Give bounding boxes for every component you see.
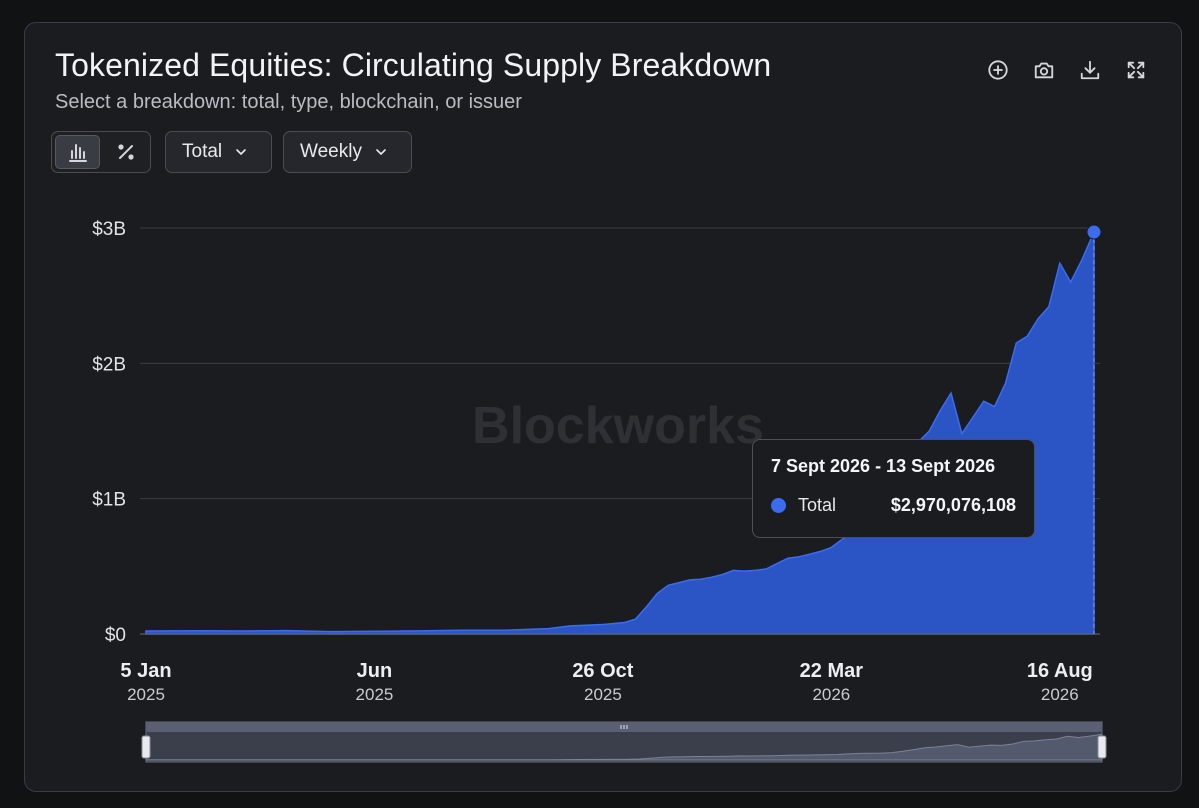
y-tick-label: $3B [92, 219, 126, 240]
tooltip-value: $2,970,076,108 [890, 495, 1016, 515]
x-tick-year: 2026 [812, 685, 850, 704]
x-tick-year: 2025 [356, 685, 394, 704]
tooltip-row: Total $2,970,076,108 [771, 495, 1016, 516]
x-axis: 5 Jan 2025 Jun 2025 26 Oct 2025 22 Mar 2026 16 A… [120, 660, 1092, 704]
x-tick-year: 2026 [1041, 685, 1079, 704]
tooltip-date-range: 7 Sept 2026 - 13 Sept 2026 [771, 456, 996, 476]
navigator-handle[interactable] [1097, 735, 1107, 759]
chart-mode-toggle [51, 131, 151, 173]
x-tick-label: 22 Mar [800, 660, 864, 682]
interval-dropdown[interactable]: Weekly [283, 131, 412, 173]
breakdown-dropdown-value: Total [182, 141, 223, 162]
chevron-down-icon [376, 149, 386, 155]
chevron-down-icon [236, 149, 246, 155]
bar-chart-icon[interactable] [55, 135, 100, 169]
x-tick-year: 2025 [127, 685, 165, 704]
y-tick-label: $0 [105, 625, 126, 646]
zoom-in-icon[interactable] [987, 59, 1009, 81]
watermark: Blockworks [472, 397, 764, 455]
page-subtitle: Select a breakdown: total, type, blockch… [55, 91, 522, 113]
page-title: Tokenized Equities: Circulating Supply B… [55, 47, 772, 83]
x-tick-label: Jun [357, 660, 393, 682]
percent-icon[interactable] [104, 135, 147, 169]
x-tick-label: 16 Aug [1027, 660, 1093, 682]
tooltip: 7 Sept 2026 - 13 Sept 2026 Total $2,970,… [752, 439, 1035, 538]
y-tick-label: $1B [92, 490, 126, 511]
highlighted-point[interactable] [1086, 224, 1102, 240]
navigator-handle[interactable] [141, 735, 151, 759]
interval-dropdown-value: Weekly [300, 141, 362, 162]
range-navigator[interactable] [141, 721, 1107, 763]
breakdown-dropdown[interactable]: Total [165, 131, 272, 173]
download-icon[interactable] [1079, 59, 1101, 81]
x-tick-label: 26 Oct [572, 660, 633, 682]
x-tick-label: 5 Jan [120, 660, 171, 682]
y-tick-label: $2B [92, 354, 126, 375]
fullscreen-icon[interactable] [1125, 59, 1147, 81]
camera-icon[interactable] [1033, 59, 1055, 81]
navigator-series [145, 733, 1103, 761]
series-color-dot [771, 498, 786, 513]
tooltip-series-name: Total [798, 495, 837, 515]
y-axis: $0 $1B $2B $3B [92, 219, 126, 646]
x-tick-year: 2025 [584, 685, 622, 704]
chart-toolbar [987, 59, 1147, 81]
